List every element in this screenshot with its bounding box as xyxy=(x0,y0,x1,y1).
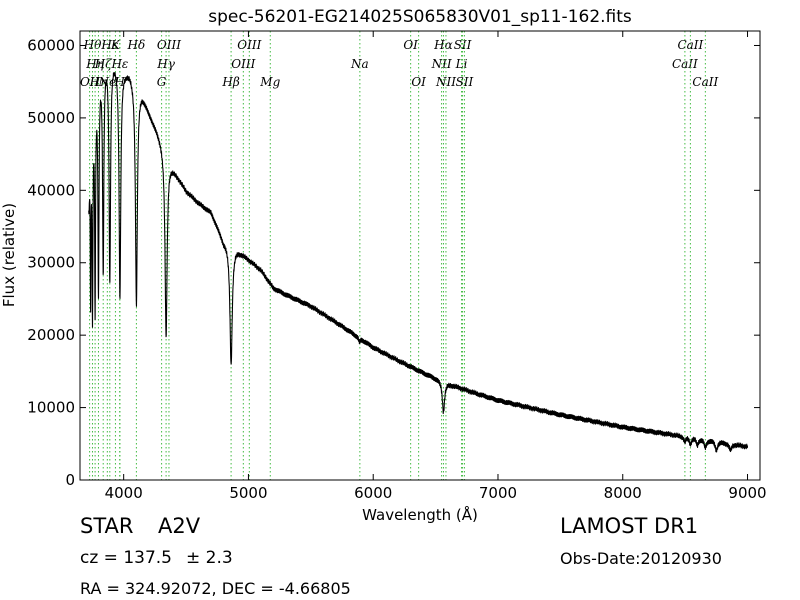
x-tick-label-4: 8000 xyxy=(604,484,642,502)
axis-ticks: 4000 5000 6000 7000 8000 9000 0 10000 20000 30000… xyxy=(27,31,767,502)
line-marker-label-25: SII xyxy=(454,38,472,52)
y-axis-label: Flux (relative) xyxy=(0,203,18,307)
y-tick-label-5: 50000 xyxy=(27,109,75,127)
x-tick-label-3: 7000 xyxy=(479,484,517,502)
spectrum-line xyxy=(88,72,749,453)
y-tick-label-2: 20000 xyxy=(27,326,75,344)
line-marker-label-10: Hδ xyxy=(127,38,146,52)
y-tick-label-4: 40000 xyxy=(27,181,75,199)
line-marker-label-3: Hη xyxy=(89,75,108,89)
line-marker-label-20: OI xyxy=(411,75,426,89)
line-marker-label-28: CaII xyxy=(677,38,703,52)
survey-name: LAMOST DR1 xyxy=(560,514,699,538)
observation-date: Obs-Date:20120930 xyxy=(560,549,722,568)
line-marker-label-18: Na xyxy=(350,57,369,71)
redshift-error: ± 2.3 xyxy=(186,548,233,568)
line-marker-label-29: CaII xyxy=(692,75,718,89)
x-tick-label-5: 9000 xyxy=(728,484,766,502)
line-marker-label-17: Mg xyxy=(259,75,280,89)
x-tick-label-2: 6000 xyxy=(354,484,392,502)
line-marker-label-16: OIII xyxy=(237,38,261,52)
line-markers: OIIHθHηHηHζNeHεKHHεHδGHγOIIIHβOIIIOIIIMg… xyxy=(80,31,719,480)
line-marker-label-22: Hα xyxy=(433,38,453,52)
line-marker-label-11: G xyxy=(157,75,167,89)
line-marker-label-0: OII xyxy=(80,75,100,89)
line-marker-label-15: OIII xyxy=(231,57,255,71)
line-marker-label-26: SII xyxy=(456,75,474,89)
x-tick-label-1: 5000 xyxy=(229,484,267,502)
line-marker-label-19: OI xyxy=(403,38,418,52)
line-marker-label-2: Hη xyxy=(85,57,104,71)
line-marker-label-1: Hθ xyxy=(83,38,102,52)
line-marker-label-9: Hε xyxy=(110,57,128,71)
line-marker-label-7: K xyxy=(110,38,121,52)
chart-title: spec-56201-EG214025S065830V01_sp11-162.f… xyxy=(208,7,632,27)
line-marker-label-6: Hε xyxy=(100,38,118,52)
line-marker-label-21: NII xyxy=(431,57,452,71)
y-tick-label-6: 60000 xyxy=(27,36,75,54)
line-marker-label-4: Hζ xyxy=(94,57,113,71)
y-tick-label-3: 30000 xyxy=(27,254,75,272)
y-tick-label-0: 0 xyxy=(65,471,75,489)
spectrum-layer xyxy=(88,72,749,453)
x-tick-label-0: 4000 xyxy=(105,484,143,502)
y-tick-label-1: 10000 xyxy=(27,399,75,417)
line-marker-label-12: Hγ xyxy=(156,57,175,71)
x-axis-label: Wavelength (Å) xyxy=(362,505,478,524)
coordinates: RA = 324.92072, DEC = -4.66805 xyxy=(80,579,351,598)
spectral-subclass: A2V xyxy=(158,514,201,538)
line-marker-label-13: OIII xyxy=(157,38,181,52)
line-marker-label-23: NII xyxy=(435,75,456,89)
redshift-value: cz = 137.5 xyxy=(80,548,172,568)
line-marker-label-27: CaII xyxy=(672,57,698,71)
plot-frame xyxy=(79,30,761,481)
object-class: STAR xyxy=(80,514,134,538)
line-marker-label-14: Hβ xyxy=(221,75,239,89)
line-marker-label-24: Li xyxy=(455,57,468,71)
